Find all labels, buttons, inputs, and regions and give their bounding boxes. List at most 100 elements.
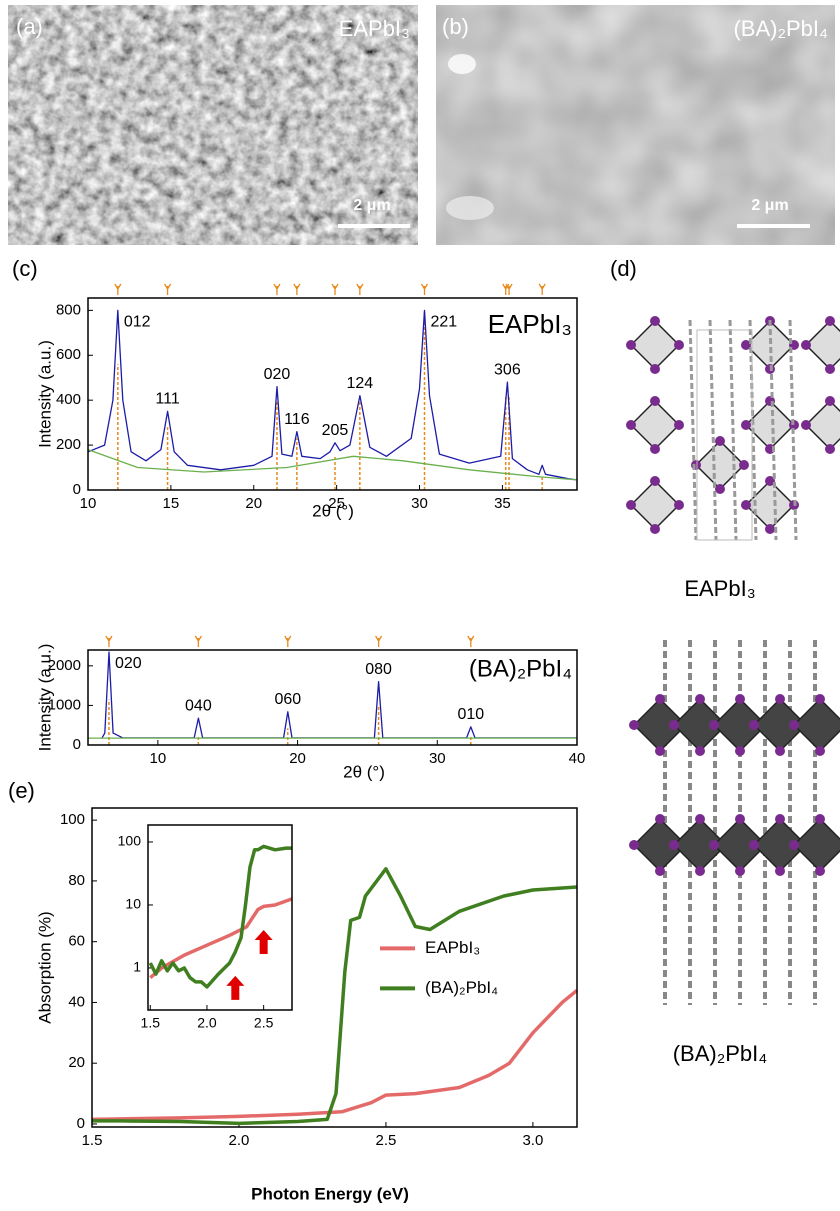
peak-label: 020 <box>264 366 291 383</box>
iodine-atom <box>626 340 636 350</box>
x-tick-label: 30 <box>429 750 446 767</box>
iodine-atom <box>775 694 785 704</box>
x-tick-label: 35 <box>494 495 511 512</box>
iodine-atom <box>650 476 660 486</box>
iodine-atom <box>715 436 725 446</box>
iodine-atom <box>749 840 759 850</box>
x-tick-label: 20 <box>245 495 262 512</box>
iodine-atom <box>650 444 660 454</box>
y-tick-label: 60 <box>68 933 85 950</box>
iodine-atom <box>815 866 825 876</box>
reference-marker <box>285 636 291 647</box>
peak-label: 040 <box>185 697 212 714</box>
iodine-atom <box>674 340 684 350</box>
iodine-atom <box>815 814 825 824</box>
iodine-atom <box>709 720 719 730</box>
iodine-atom <box>825 364 835 374</box>
x-tick-label: 1.5 <box>82 1132 103 1149</box>
peak-label: 116 <box>284 411 310 428</box>
octahedron <box>631 321 679 369</box>
reference-marker <box>376 636 382 647</box>
structure-label: EAPbI₃ <box>684 576 755 601</box>
y-tick-label: 600 <box>56 346 81 363</box>
octahedron <box>631 481 679 529</box>
x-axis-label: 2θ (°) <box>312 501 354 520</box>
x-tick-label: 10 <box>150 750 167 767</box>
reference-marker <box>421 284 427 295</box>
reference-marker <box>332 284 338 295</box>
iodine-atom <box>735 694 745 704</box>
iodine-atom <box>749 720 759 730</box>
iodine-atom <box>669 720 679 730</box>
iodine-atom <box>735 814 745 824</box>
iodine-atom <box>801 420 811 430</box>
iodine-atom <box>825 316 835 326</box>
iodine-atom <box>674 500 684 510</box>
scale-bar-label: 2 μm <box>353 197 390 214</box>
iodine-atom <box>695 746 705 756</box>
iodine-atom <box>775 746 785 756</box>
iodine-atom <box>735 746 745 756</box>
iodine-atom <box>789 840 799 850</box>
iodine-atom <box>674 420 684 430</box>
iodine-atom <box>626 420 636 430</box>
iodine-atom <box>801 340 811 350</box>
y-tick-label: 100 <box>60 811 85 828</box>
iodine-atom <box>815 746 825 756</box>
x-axis-label: Photon Energy (eV) <box>251 1184 409 1203</box>
y-tick-label: 0 <box>77 1115 85 1132</box>
panel-label: (c) <box>12 256 38 281</box>
iodine-atom <box>825 396 835 406</box>
reference-marker <box>539 284 545 295</box>
figure: (a) EAPbI₃ 2 μm (b) (BA)₂PbI₄ 2 μm (c) (… <box>0 0 840 1211</box>
iodine-atom <box>695 814 705 824</box>
reference-marker <box>115 284 121 295</box>
x-tick-label: 30 <box>411 495 428 512</box>
peak-label: 060 <box>274 691 301 708</box>
iodine-atom <box>669 840 679 850</box>
y-tick-label: 0 <box>73 736 81 753</box>
octahedron <box>794 699 840 751</box>
y-axis-label: Absorption (%) <box>35 911 54 1023</box>
x-tick-label: 15 <box>163 495 180 512</box>
sem-image-a: (a) EAPbI₃ 2 μm <box>8 5 418 245</box>
grain-void <box>446 196 494 220</box>
y-tick-label: 80 <box>68 872 85 889</box>
x-tick-label: 2.0 <box>229 1132 250 1149</box>
iodine-atom <box>735 866 745 876</box>
y-tick-label: 10 <box>125 896 141 912</box>
peak-label: 111 <box>155 391 179 408</box>
iodine-atom <box>765 524 775 534</box>
legend-label: EAPbI₃ <box>425 938 480 957</box>
x-tick-label: 2.5 <box>376 1132 397 1149</box>
panel-label: (a) <box>16 14 43 39</box>
x-axis-label: 2θ (°) <box>343 762 385 781</box>
reference-marker <box>506 284 512 295</box>
iodine-atom <box>695 866 705 876</box>
iodine-atom <box>655 866 665 876</box>
iodine-atom <box>825 444 835 454</box>
x-tick-label: 1.5 <box>141 1015 161 1031</box>
iodine-atom <box>775 814 785 824</box>
grain-void <box>448 54 476 74</box>
reference-marker <box>357 284 363 295</box>
y-tick-label: 400 <box>56 391 81 408</box>
peak-label: 205 <box>322 422 349 439</box>
reference-marker <box>165 284 171 295</box>
iodine-atom <box>789 720 799 730</box>
iodine-atom <box>650 316 660 326</box>
scale-bar-label: 2 μm <box>751 197 788 214</box>
iodine-atom <box>695 694 705 704</box>
iodine-atom <box>741 500 751 510</box>
reference-marker <box>294 284 300 295</box>
peak-label: 012 <box>124 314 151 331</box>
iodine-atom <box>815 694 825 704</box>
octahedron <box>794 819 840 871</box>
y-axis-label: Intensity (a.u.) <box>35 340 54 448</box>
y-tick-label: 100 <box>118 833 142 849</box>
octahedron <box>631 401 679 449</box>
structure-label: (BA)₂PbI₄ <box>673 1041 768 1066</box>
peak-label: 010 <box>457 706 484 723</box>
peak-label: 020 <box>115 655 142 672</box>
x-tick-label: 2.5 <box>254 1015 274 1031</box>
